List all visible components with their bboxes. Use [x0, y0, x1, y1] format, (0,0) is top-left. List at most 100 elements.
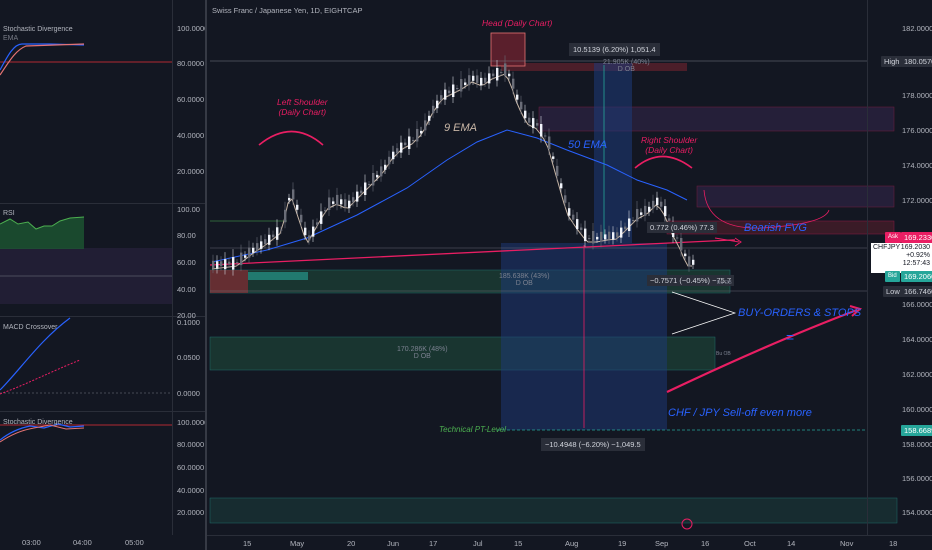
- macd-signal-line: [0, 359, 81, 395]
- candle-body: [420, 130, 423, 134]
- price-tick: 158.0000: [902, 440, 932, 449]
- right-shoulder-line2: (Daily Chart): [645, 145, 693, 155]
- candle-body: [308, 235, 311, 241]
- tick: 20.0000: [177, 508, 205, 517]
- time-label: 05:00: [125, 538, 144, 547]
- start-red-box: [210, 270, 248, 293]
- pane4-title[interactable]: Stochastic Divergence: [3, 419, 73, 426]
- price-tick: 182.0000: [902, 24, 932, 33]
- macd-line: [0, 317, 71, 391]
- candle-body: [536, 123, 539, 126]
- small-up-tooltip[interactable]: 0.772 (0.46%) 77.3: [647, 222, 717, 233]
- candle-body: [596, 236, 599, 240]
- measure-up-tooltip[interactable]: 10.5139 (6.20%) 1,051.4: [569, 43, 660, 56]
- candle-body: [656, 197, 659, 206]
- pane1-title[interactable]: Stochastic Divergence: [3, 26, 73, 33]
- top-ob-name: D OB: [617, 66, 635, 73]
- candle-body: [456, 88, 459, 89]
- time-tick: 15: [514, 539, 523, 548]
- candle-body: [384, 164, 387, 170]
- time-axis-border: [207, 535, 932, 536]
- time-label: 03:00: [22, 538, 41, 547]
- pane-divider[interactable]: [0, 316, 205, 317]
- main-chart-graphics: [209, 32, 898, 530]
- candle-body: [492, 73, 495, 77]
- candle-body: [496, 67, 499, 81]
- candle-body: [368, 184, 371, 185]
- tick: 40.0000: [177, 131, 205, 140]
- candle-body: [248, 247, 251, 258]
- chart-title[interactable]: Swiss Franc / Japanese Yen, 1D, EIGHTCAP: [212, 6, 363, 15]
- candle-body: [372, 173, 375, 186]
- bearish-fvg-label: Bearish FVG: [744, 222, 807, 234]
- ema-50-line: [211, 129, 688, 263]
- candle-body: [652, 200, 655, 209]
- bid-tag-value: 169.2060: [901, 271, 932, 282]
- candle-body: [572, 214, 575, 220]
- start-green-box: [248, 272, 308, 280]
- tick: 20.0000: [177, 167, 205, 176]
- candle-body: [640, 212, 643, 215]
- buy-orders-label: BUY-ORDERS & STOPS: [738, 307, 862, 319]
- candle-body: [604, 234, 607, 240]
- neckline: [209, 239, 733, 266]
- mid-ob-volume: 185.638K (43%): [499, 273, 550, 280]
- ask-tag-value: 169.2330: [901, 232, 932, 243]
- selloff-label: CHF / JPY Sell-off even more: [668, 407, 812, 419]
- candle-body: [504, 63, 507, 76]
- tick: 80.0000: [177, 440, 205, 449]
- current-time: 12:57:43: [902, 260, 930, 267]
- small-down-tooltip[interactable]: −0.7571 (−0.45%) −75.7: [647, 275, 735, 286]
- pane-divider[interactable]: [0, 203, 205, 204]
- candle-body: [280, 229, 283, 231]
- candle-body: [628, 218, 631, 231]
- tick: 80.0000: [177, 59, 205, 68]
- left-indicator-panel: Stochastic Divergence EMA 100.0000 80.00…: [0, 0, 209, 550]
- candle-body: [668, 218, 671, 221]
- candle-body: [264, 239, 267, 245]
- candle-body: [340, 199, 343, 205]
- candle-body: [400, 142, 403, 153]
- candle-body: [388, 156, 391, 165]
- candle-body: [432, 105, 435, 114]
- pane-scale-divider: [172, 0, 173, 535]
- stoch2-d: [0, 424, 85, 443]
- equals-mark: =: [786, 329, 795, 345]
- pane2-title[interactable]: RSI: [3, 210, 15, 217]
- pane-divider[interactable]: [0, 411, 205, 412]
- candle-body: [268, 234, 271, 245]
- pane3-title[interactable]: MACD Crossover: [3, 324, 58, 331]
- price-tick: 164.0000: [902, 335, 932, 344]
- price-tick: 160.0000: [902, 405, 932, 414]
- tick: 20.00: [177, 311, 196, 320]
- tick: 100.0000: [177, 24, 209, 33]
- candle-body: [296, 204, 299, 210]
- tick: 100.0000: [177, 418, 209, 427]
- panel-splitter[interactable]: [205, 0, 207, 550]
- candle-body: [256, 243, 259, 251]
- candle-body: [416, 129, 419, 142]
- long-projection: [594, 63, 632, 243]
- price-tick: 166.0000: [902, 300, 932, 309]
- current-price-tag[interactable]: CHFJPY 169.2030 +0.92% 12:57:43: [871, 243, 932, 273]
- main-chart[interactable]: Swiss Franc / Japanese Yen, 1D, EIGHTCAP…: [207, 0, 932, 550]
- candle-body: [564, 195, 567, 203]
- candle-body: [260, 241, 263, 249]
- candle-body: [244, 255, 247, 258]
- price-tick: 156.0000: [902, 474, 932, 483]
- measure-down-tooltip[interactable]: −10.4948 (−6.20%) −1,049.5: [541, 438, 645, 451]
- time-tick: Jun: [387, 539, 400, 548]
- candle-body: [620, 227, 623, 238]
- candle-body: [352, 197, 355, 203]
- tick: 40.0000: [177, 486, 205, 495]
- candle-body: [396, 148, 399, 154]
- candle-body: [212, 260, 215, 269]
- time-tick: Aug: [565, 539, 579, 548]
- time-tick: 16: [701, 539, 710, 548]
- tick: 80.00: [177, 231, 196, 240]
- price-tick: 176.0000: [902, 126, 932, 135]
- candle-body: [376, 174, 379, 178]
- candle-body: [680, 238, 683, 251]
- price-tick: 178.0000: [902, 91, 932, 100]
- selloff-arrow: [666, 308, 858, 393]
